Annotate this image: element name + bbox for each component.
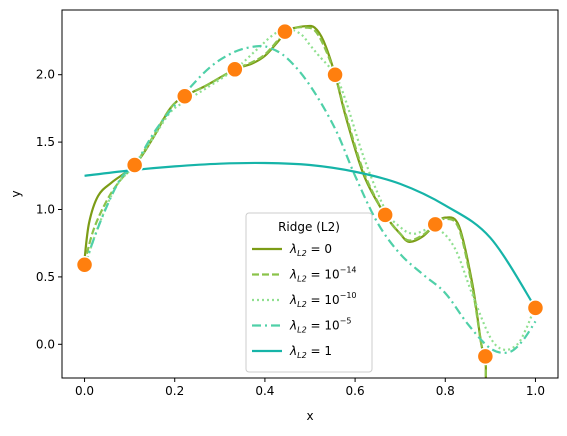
series-layer [83, 24, 537, 378]
ticks-layer: 0.0 0.2 0.4 0.6 0.8 1.0 0.0 0.5 1.0 1.5 2.0 [36, 68, 545, 398]
data-point [426, 215, 445, 234]
x-tick-label: 1.0 [526, 384, 545, 398]
legend-box [245, 212, 373, 373]
legend-label-5: λL2 = 1 [289, 344, 332, 360]
legend-label-3: λL2 = 10−10 [289, 291, 357, 309]
x-tick-label: 0.8 [436, 384, 455, 398]
data-point [326, 65, 344, 84]
y-tick-label: 0.5 [36, 270, 55, 284]
data-point [226, 60, 244, 79]
data-point [175, 87, 194, 106]
legend: Ridge (L2) λL2 = 0 λL2 = 10−14 λL2 = 10−10… [245, 212, 373, 373]
legend-title: Ridge (L2) [278, 220, 340, 234]
legend-label-2: λL2 = 10−14 [289, 266, 357, 284]
y-tick-label: 1.0 [36, 203, 55, 217]
y-tick-label: 1.5 [36, 135, 55, 149]
data-point [476, 347, 495, 366]
legend-label-1: λL2 = 0 [289, 242, 332, 258]
plot-frame [61, 9, 559, 379]
x-tick-label: 0.2 [165, 384, 184, 398]
y-tick-label: 2.0 [36, 68, 55, 82]
y-tick-label: 0.0 [36, 337, 55, 351]
data-points-layer [75, 22, 545, 366]
x-axis-label: x [306, 409, 313, 423]
legend-label-4: λL2 = 10−5 [289, 317, 351, 335]
x-tick-label: 0.0 [75, 384, 94, 398]
data-point [276, 22, 294, 41]
data-point [75, 256, 94, 274]
data-point [526, 299, 545, 317]
series-line-5 [84, 161, 537, 309]
data-point [376, 206, 394, 224]
x-tick-label: 0.6 [346, 384, 365, 398]
y-axis-label: y [9, 190, 23, 197]
series-line-2 [83, 26, 487, 378]
data-point [125, 156, 144, 174]
x-tick-label: 0.4 [255, 384, 274, 398]
